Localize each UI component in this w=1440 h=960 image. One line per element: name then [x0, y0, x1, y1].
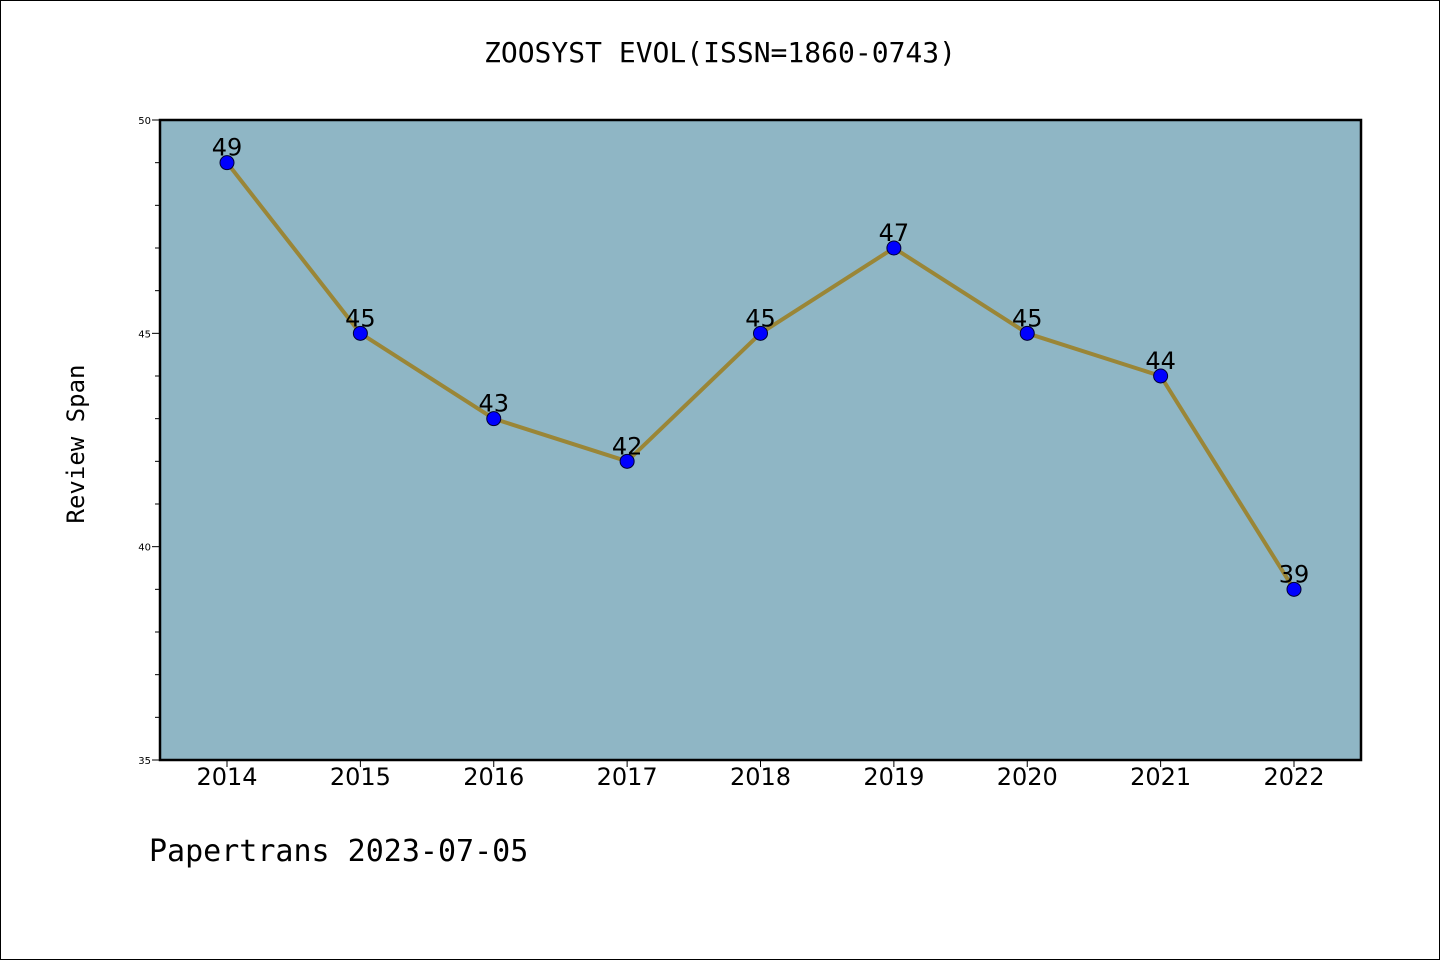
x-tick-label: 2018	[730, 763, 791, 791]
x-tick-label: 2021	[1130, 763, 1191, 791]
y-tick-label: 50	[138, 116, 151, 127]
data-label: 47	[879, 219, 910, 247]
x-tick-label: 2020	[997, 763, 1058, 791]
plot-border	[158, 118, 1363, 762]
data-label: 49	[212, 134, 243, 162]
data-point	[886, 240, 902, 256]
data-labels: 49 45 43 42 45 47 45 44 39	[212, 134, 1310, 589]
data-point	[219, 155, 235, 171]
data-point	[753, 325, 768, 341]
data-markers	[219, 155, 1302, 597]
x-tick-label: 2017	[597, 763, 658, 791]
chart-title: ZOOSYST EVOL(ISSN=1860-0743)	[483, 36, 956, 69]
data-label: 39	[1279, 560, 1310, 588]
y-tick-label: 40	[138, 543, 151, 554]
footer-credit: Papertrans 2023-07-05	[149, 834, 529, 869]
data-point	[1286, 581, 1302, 597]
data-label: 45	[745, 304, 776, 332]
x-tick-label: 2019	[863, 763, 924, 791]
x-axis: 2014 2015 2016 2017 2018 2019 2020 2021 2022	[196, 760, 1325, 791]
data-label: 43	[478, 390, 509, 418]
x-tick-label: 2015	[330, 763, 391, 791]
y-axis: 35 40 45 50	[138, 116, 160, 767]
data-label: 44	[1145, 347, 1176, 375]
plot-area	[160, 120, 1361, 760]
data-point	[1019, 325, 1035, 341]
x-tick-label: 2016	[463, 763, 524, 791]
data-label: 45	[345, 304, 376, 332]
x-tick-label: 2014	[196, 763, 257, 791]
data-point	[486, 411, 502, 427]
data-point	[1153, 368, 1169, 384]
data-point	[352, 325, 368, 341]
data-label: 45	[1012, 304, 1043, 332]
data-label: 42	[612, 432, 643, 460]
y-tick-label: 45	[138, 329, 151, 340]
y-tick-label: 35	[138, 756, 151, 767]
data-point	[619, 453, 635, 469]
x-tick-label: 2022	[1263, 763, 1324, 791]
